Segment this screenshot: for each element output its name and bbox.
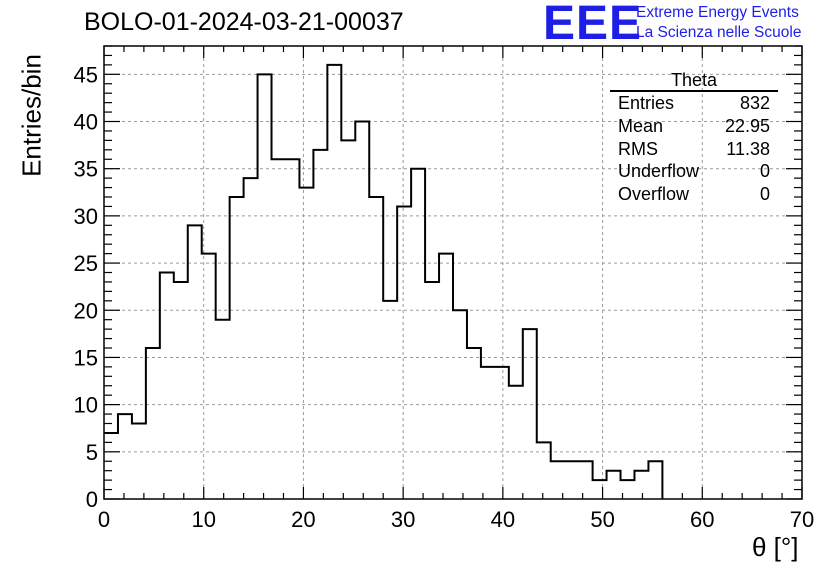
x-tick-label: 30 <box>391 507 415 532</box>
x-tick-label: 20 <box>291 507 315 532</box>
stats-value: 0 <box>759 161 770 182</box>
y-tick-label: 10 <box>74 393 98 418</box>
stats-row-rms: RMS 11.38 <box>610 138 778 161</box>
x-tick-label: 40 <box>491 507 515 532</box>
stats-label: Underflow <box>618 161 700 182</box>
tick-labels: 0 10 20 30 40 50 60 70 0 5 10 15 20 25 30 35 40 45 <box>74 62 815 532</box>
stats-value: 22.95 <box>724 115 770 136</box>
axis-ticks <box>103 45 803 500</box>
y-tick-label: 5 <box>86 440 98 465</box>
stats-value: 0 <box>759 184 770 205</box>
y-tick-label: 35 <box>74 157 98 182</box>
x-tick-label: 60 <box>690 507 714 532</box>
x-tick-label: 50 <box>590 507 614 532</box>
y-tick-label: 20 <box>74 298 98 323</box>
chart-title: BOLO-01-2024-03-21-00037 <box>84 8 404 36</box>
y-tick-label: 45 <box>74 62 98 87</box>
logo-caption-line2: La Scienza nelle Scuole <box>636 24 802 41</box>
x-tick-label: 0 <box>98 507 110 532</box>
histogram-step-line <box>104 63 664 499</box>
y-tick-label: 25 <box>74 251 98 276</box>
x-axis-label: θ [°] <box>752 532 799 562</box>
stats-row-underflow: Underflow 0 <box>610 160 778 183</box>
stats-row-mean: Mean 22.95 <box>610 115 778 138</box>
stats-label: RMS <box>618 138 658 159</box>
stats-row-entries: Entries 832 <box>610 92 778 115</box>
stats-title: Theta <box>610 70 778 92</box>
y-tick-label: 40 <box>74 110 98 135</box>
stats-value: 11.38 <box>726 138 770 159</box>
logo-caption: Extreme Energy Events La Scienza nelle S… <box>636 3 801 43</box>
y-tick-label: 30 <box>74 204 98 229</box>
stats-value: 832 <box>739 93 770 113</box>
stats-label: Overflow <box>618 184 690 205</box>
eee-logo: EEE <box>543 0 643 50</box>
y-tick-label: 15 <box>74 345 98 370</box>
x-tick-label: 70 <box>790 507 814 532</box>
y-tick-label: 0 <box>86 487 98 512</box>
stats-label: Mean <box>618 115 664 136</box>
stats-box: Theta Entries 832 Mean 22.95 RMS 11.38 U… <box>610 70 778 206</box>
logo-caption-line1: Extreme Energy Events <box>636 4 799 21</box>
y-axis-label: Entries/bin <box>16 54 47 177</box>
stats-label: Entries <box>618 93 675 113</box>
stats-row-overflow: Overflow 0 <box>610 183 778 206</box>
plot-frame <box>103 45 803 500</box>
x-tick-label: 10 <box>191 507 215 532</box>
